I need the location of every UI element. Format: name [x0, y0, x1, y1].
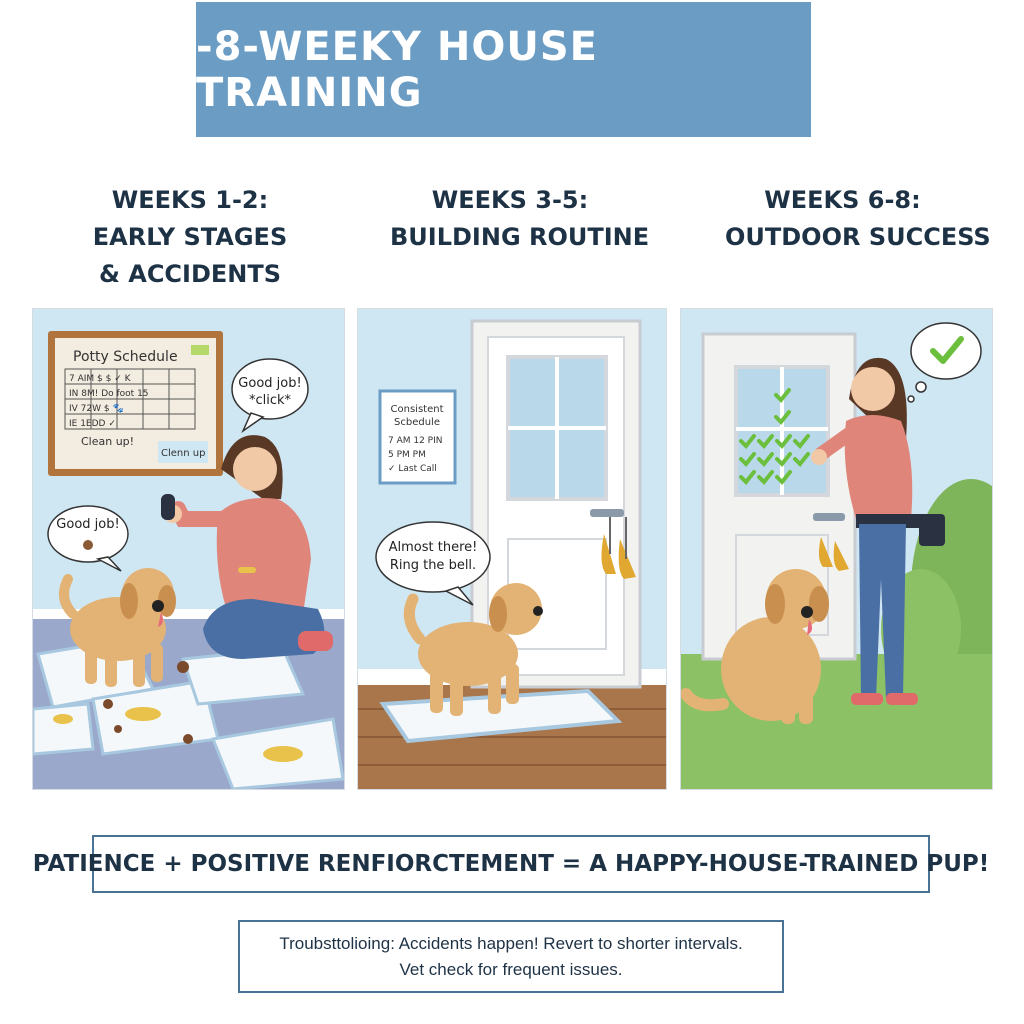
check-icon	[930, 336, 964, 364]
potty-bells	[601, 517, 636, 579]
card-line: ✓ Last Call	[388, 464, 437, 474]
trainer-woman	[161, 435, 333, 659]
slogan-text: PATIENCE + POSITIVE RENFIORCTEMENT = A H…	[32, 851, 990, 877]
board-row: 7 AIM $ $ ✓ K	[69, 374, 132, 384]
heading-line: BUILDING ROUTINE	[390, 223, 650, 251]
speech-bubble-owner: Good job! *click*	[231, 358, 309, 434]
board-title: Potty Schedule	[73, 349, 178, 365]
slogan-box: PATIENCE + POSITIVE RENFIORCTEMENT = A H…	[33, 835, 989, 893]
potty-bells	[818, 537, 849, 571]
bubble-text: Ring the bell.	[390, 558, 476, 573]
building-routine-illustration: Consistent Scbedule 7 AM 12 PIN 5 PM PM …	[358, 309, 666, 789]
panel-building-routine: Consistent Scbedule 7 AM 12 PIN 5 PM PM …	[357, 308, 667, 790]
heading-line: OUTDOOR SUCCESS	[725, 223, 991, 251]
trainer-woman	[811, 357, 945, 705]
heading-line: & ACCIDENTS	[98, 260, 282, 288]
card-line: 7 AM 12 PIN	[388, 436, 443, 446]
title-banner: -8-WEEKY HOUSE TRAINING	[196, 2, 811, 137]
early-stages-illustration: Potty Schedule 7 AIM $ $ ✓ K IN 8M! Do f…	[33, 309, 344, 789]
card-title: Consistent	[391, 404, 444, 415]
card-line: 5 PM PM	[388, 450, 426, 460]
bubble-text: Almost there!	[389, 540, 478, 555]
stage-heading-weeks-3-5: WEEKS 3-5: BUILDING ROUTINE	[390, 182, 650, 256]
potty-schedule-board: Potty Schedule 7 AIM $ $ ✓ K IN 8M! Do f…	[48, 331, 223, 476]
heading-line: WEEKS 3-5:	[431, 186, 589, 214]
board-row: IE 1EDD ✓	[69, 419, 116, 429]
card-title: Scbedule	[394, 417, 440, 428]
troubleshooting-line: Troubsttolioing: Accidents happen! Rever…	[279, 934, 743, 953]
puppy	[681, 569, 829, 724]
thought-bubble-check	[907, 322, 982, 403]
speech-bubble-pup: Good job!	[47, 505, 129, 572]
board-row: IN 8M! Do foot 15	[69, 389, 149, 399]
page-title: -8-WEEKY HOUSE TRAINING	[196, 23, 598, 116]
board-row: IV 72W $ 🐾	[69, 403, 124, 414]
board-note: Clean up!	[81, 435, 134, 448]
progress-checkmarks	[739, 388, 810, 485]
troubleshooting-box: Troubsttolioing: Accidents happen! Rever…	[238, 920, 784, 993]
puppy	[403, 583, 543, 716]
speech-bubble-almost-there: Almost there! Ring the bell.	[375, 521, 491, 606]
bubble-text: *click*	[249, 393, 292, 408]
troubleshooting-line: Vet check for frequent issues.	[399, 960, 623, 979]
panel-early-stages: Potty Schedule 7 AIM $ $ ✓ K IN 8M! Do f…	[32, 308, 345, 790]
puppy	[59, 568, 176, 687]
stage-heading-weeks-1-2: WEEKS 1-2: EARLY STAGES & ACCIDENTS	[90, 182, 290, 293]
bubble-text: Good job!	[238, 376, 301, 391]
consistent-schedule-card: Consistent Scbedule 7 AM 12 PIN 5 PM PM …	[378, 389, 457, 485]
heading-line: EARLY STAGES	[92, 223, 288, 251]
heading-line: WEEKS 1-2:	[111, 186, 269, 214]
outdoor-success-illustration	[681, 309, 992, 789]
bubble-text: Good job!	[56, 517, 119, 532]
sticky-note: Clenn up	[161, 448, 205, 459]
panel-outdoor-success	[680, 308, 993, 790]
stage-heading-weeks-6-8: WEEKS 6-8: OUTDOOR SUCCESS	[725, 182, 991, 256]
heading-line: WEEKS 6-8:	[764, 186, 921, 214]
